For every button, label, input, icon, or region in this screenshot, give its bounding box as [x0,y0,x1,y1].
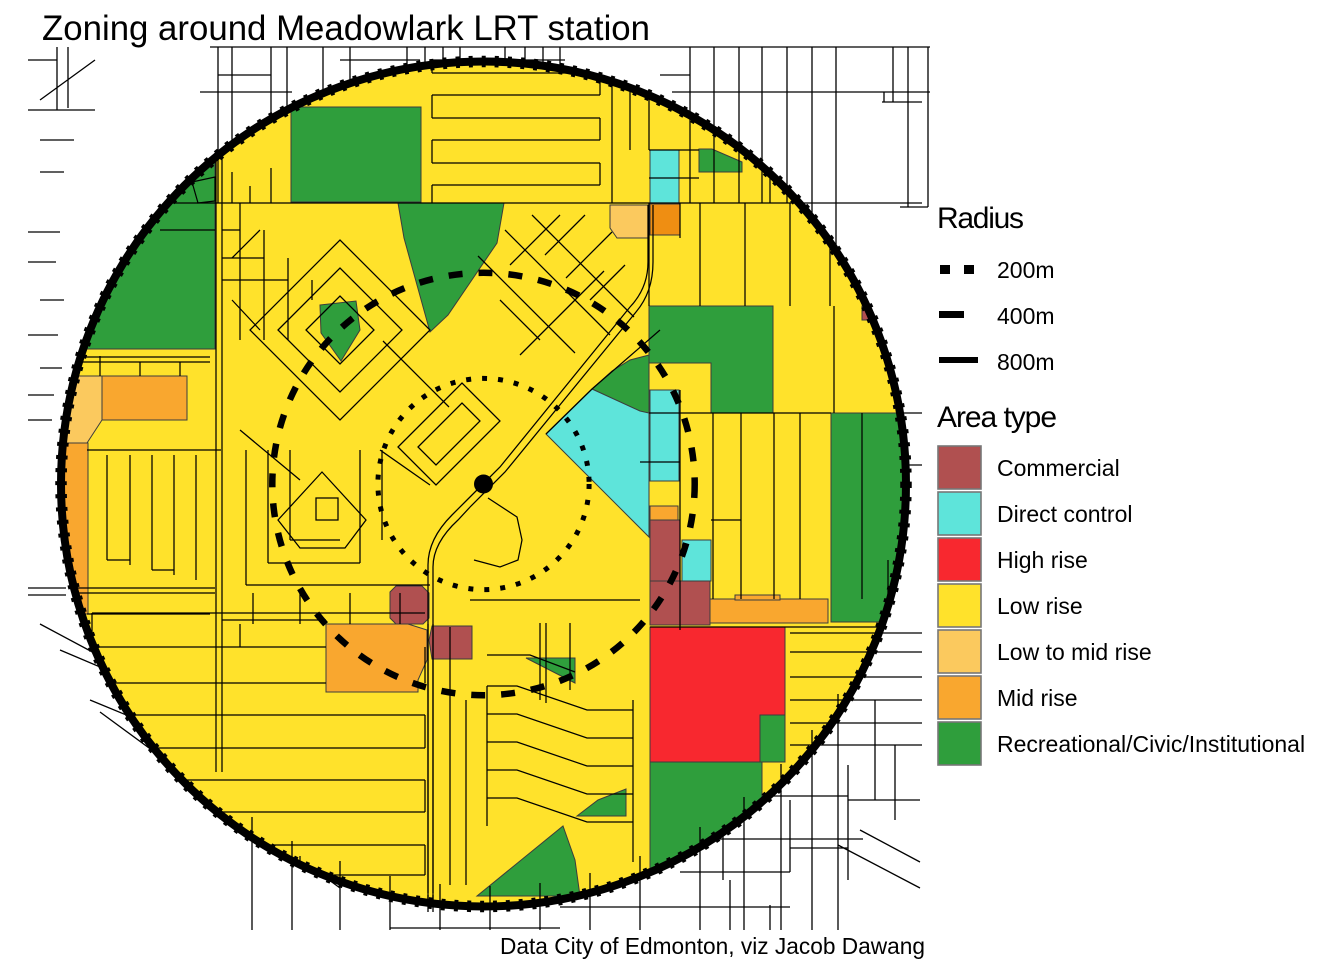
svg-text:Low to mid rise: Low to mid rise [997,639,1152,665]
svg-text:Zoning around Meadowlark LRT s: Zoning around Meadowlark LRT station [42,9,650,48]
svg-text:High rise: High rise [997,547,1088,573]
svg-text:Direct control: Direct control [997,501,1132,527]
svg-text:Low rise: Low rise [997,593,1083,619]
svg-text:Recreational/Civic/Institution: Recreational/Civic/Institutional [997,731,1305,757]
svg-text:800m: 800m [997,349,1055,375]
svg-text:200m: 200m [997,257,1055,283]
svg-text:Commercial: Commercial [997,455,1120,481]
svg-text:Mid rise: Mid rise [997,685,1078,711]
svg-text:Radius: Radius [937,202,1024,235]
svg-text:Data City of Edmonton, viz Jac: Data City of Edmonton, viz Jacob Dawang [500,933,925,959]
svg-text:400m: 400m [997,303,1055,329]
svg-text:Area type: Area type [937,401,1057,434]
